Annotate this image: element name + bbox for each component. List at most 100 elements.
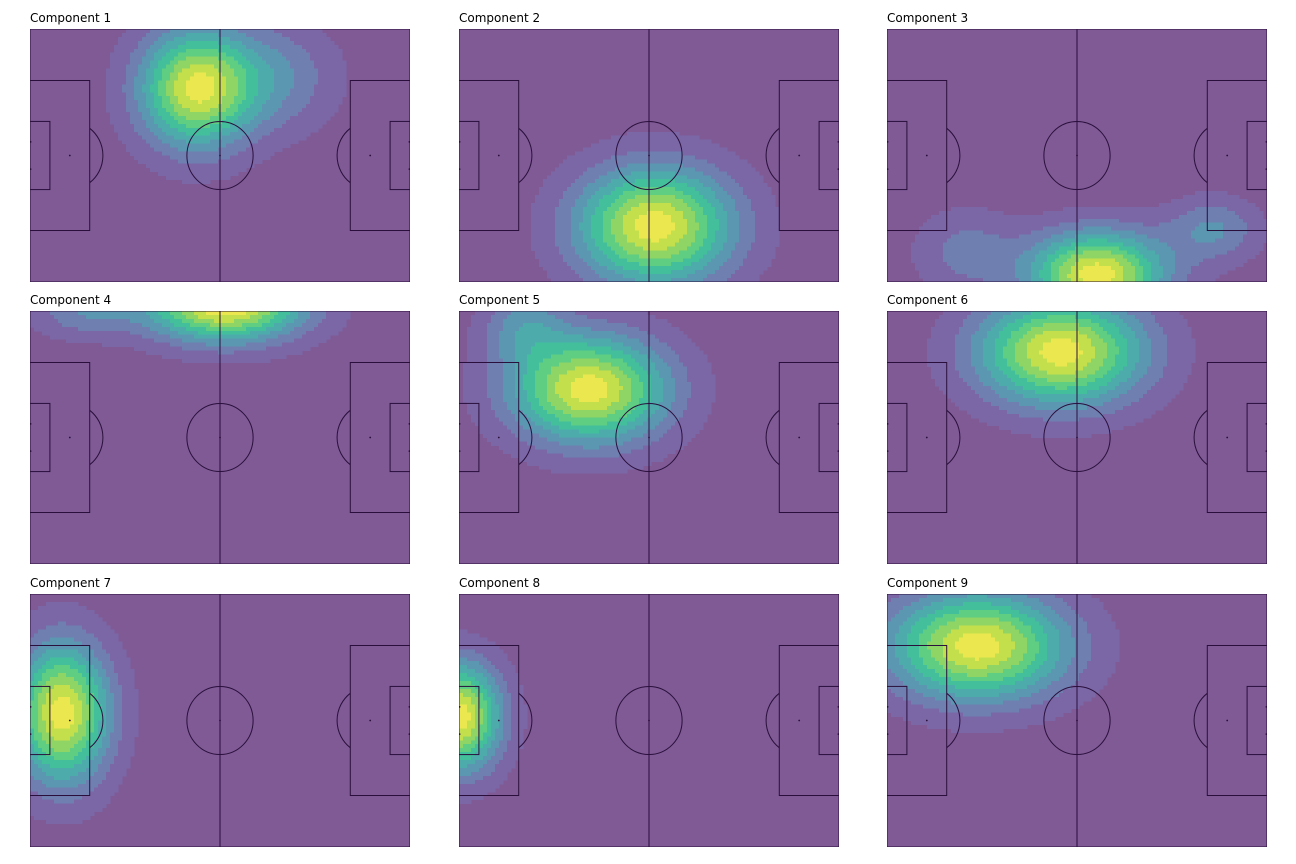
density-cell [154,155,159,161]
density-cell [142,40,147,46]
density-cell [1203,210,1208,216]
density-cell [186,64,191,70]
density-cell [535,198,540,204]
density-cell [699,187,704,192]
density-cell [1175,234,1180,240]
density-cell [262,36,267,42]
density-cell [1059,218,1064,224]
density-cell [230,96,235,101]
density-cell [579,266,584,271]
density-cell [1175,222,1180,228]
density-cell [755,242,760,248]
density-cell [615,183,620,188]
density-cell [675,183,680,188]
density-cell [142,127,147,133]
density-cell [939,222,944,228]
density-cell [1127,250,1132,255]
density-cell [1091,242,1096,248]
density-cell [635,139,640,145]
density-cell [162,119,167,125]
density-cell [266,115,271,121]
density-cell [262,64,267,70]
density-cell [619,183,624,188]
density-cell [555,183,560,188]
density-cell [931,238,936,244]
density-cell [1023,234,1028,240]
density-cell [122,52,127,58]
density-cell [635,159,640,164]
density-cell [763,230,768,236]
density-cell [226,147,231,153]
density-cell [1251,214,1256,220]
density-cell [194,72,199,78]
density-cell [154,88,159,93]
density-cell [743,183,748,188]
density-cell [1039,250,1044,255]
density-cell [1155,250,1160,255]
density-cell [927,222,932,228]
density-cell [599,222,604,228]
density-cell [695,147,700,153]
density-cell [995,234,1000,240]
density-cell [314,108,319,113]
density-cell [118,84,123,89]
density-cell [194,155,199,161]
density-cell [246,44,251,50]
density-cell [663,147,668,153]
density-cell [659,238,664,244]
density-cell [1083,246,1088,251]
density-cell [727,214,732,220]
density-cell [611,206,616,212]
density-cell [559,242,564,248]
density-cell [150,143,155,149]
density-cell [330,108,335,113]
density-cell [619,242,624,248]
density-cell [150,88,155,93]
density-cell [655,131,660,137]
density-cell [635,179,640,184]
density-cell [919,250,924,255]
density-cell [298,56,303,62]
density-cell [703,187,708,192]
density-cell [719,155,724,161]
density-cell [190,68,195,74]
density-cell [631,163,636,168]
density-cell [651,242,656,248]
density-cell [318,36,323,42]
density-cell [166,139,171,145]
density-cell [110,68,115,74]
density-cell [1227,195,1232,200]
density-cell [126,56,131,62]
density-cell [1139,210,1144,216]
density-cell [583,198,588,204]
density-cell [575,198,580,204]
density-cell [1195,222,1200,228]
density-cell [242,76,247,81]
density-cell [1239,210,1244,216]
density-cell [194,92,199,97]
density-cell [1039,230,1044,236]
density-cell [739,234,744,240]
density-cell [198,56,203,62]
density-cell [298,64,303,70]
density-cell [266,151,271,157]
density-cell [1151,218,1156,224]
density-cell [250,104,255,109]
density-cell [763,262,768,267]
density-cell [1111,250,1116,255]
density-cell [1051,230,1056,236]
density-cell [723,278,728,282]
density-cell [695,171,700,176]
density-cell [915,234,920,240]
density-cell [326,64,331,70]
density-cell [1059,214,1064,220]
density-cell [959,238,964,244]
density-cell [715,226,720,232]
density-cell [755,254,760,259]
density-cell [1079,206,1084,212]
density-cell [643,131,648,137]
density-cell [631,226,636,232]
density-cell [563,270,568,275]
density-cell [130,32,135,38]
density-cell [691,198,696,204]
